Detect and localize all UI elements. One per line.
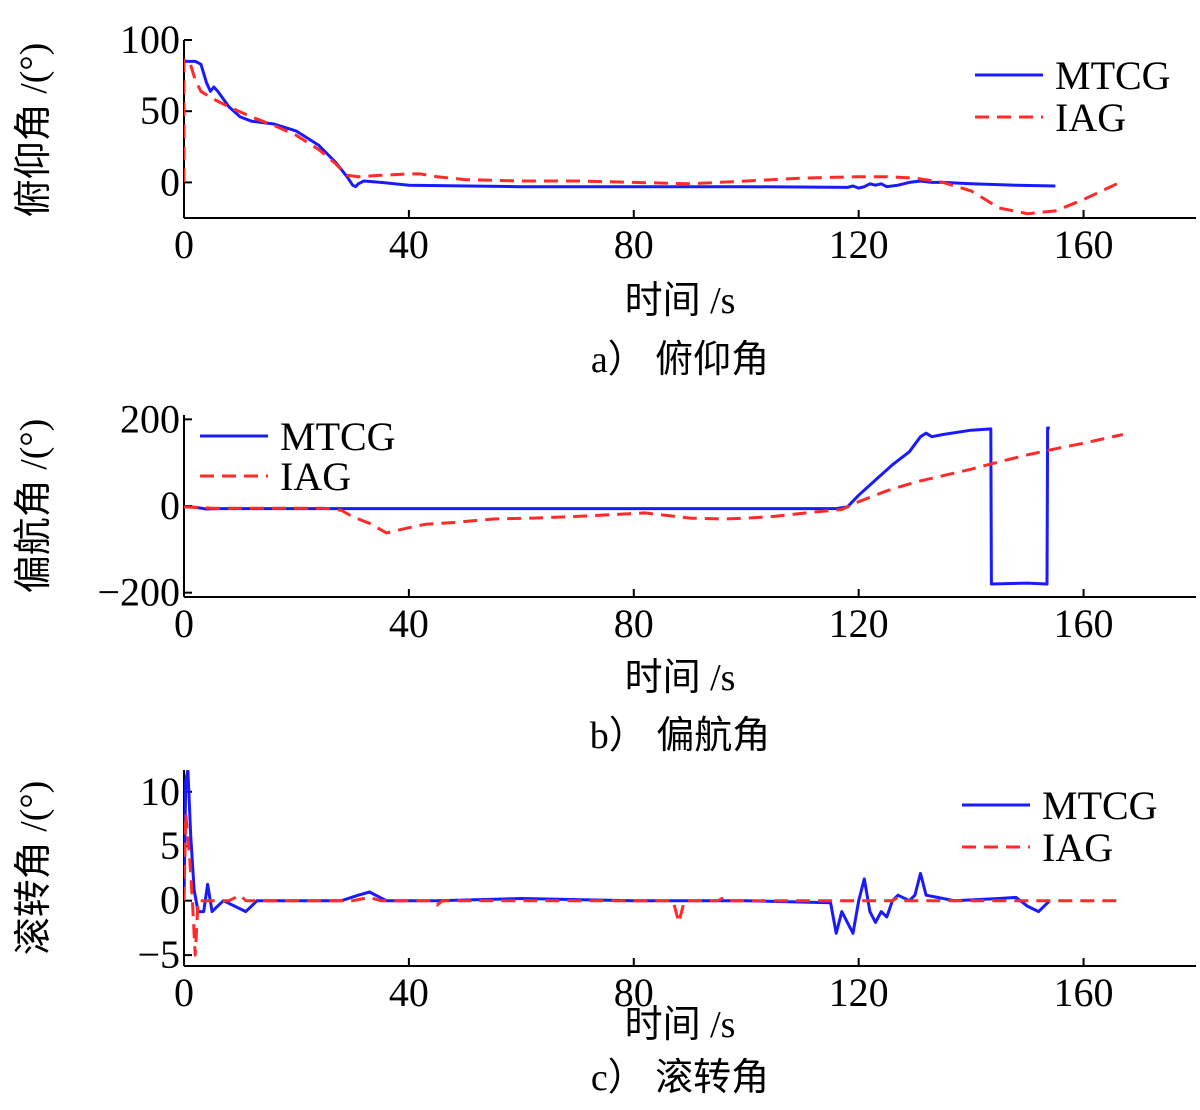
x-axis-label: 时间 /s — [625, 657, 736, 699]
y-tick-label: 10 — [140, 769, 180, 814]
x-axis-label: 时间 /s — [625, 1004, 736, 1046]
legend-label-iag: IAG — [1042, 825, 1113, 870]
x-tick-label: 120 — [829, 601, 889, 646]
x-tick-label: 80 — [614, 970, 654, 1015]
series-line-iag — [184, 433, 1124, 535]
x-tick-label: 40 — [389, 222, 429, 267]
x-tick-label: 80 — [614, 222, 654, 267]
y-tick-label: 0 — [160, 878, 180, 923]
y-tick-label: −5 — [137, 932, 180, 977]
x-tick-label: 120 — [829, 222, 889, 267]
series-line-mtcg — [184, 770, 1051, 935]
y-tick-label: 200 — [120, 396, 180, 441]
y-tick-label: 5 — [160, 823, 180, 868]
y-axis-label: 偏航角 /(°) — [13, 419, 55, 594]
chart-caption: c） 滚转角 — [591, 1057, 769, 1099]
y-tick-label: 0 — [160, 483, 180, 528]
y-tick-label: 50 — [140, 88, 180, 133]
legend-label-mtcg: MTCG — [1042, 783, 1158, 828]
x-tick-label: 80 — [614, 601, 654, 646]
x-tick-label: 40 — [389, 601, 429, 646]
legend-label-iag: IAG — [280, 454, 351, 499]
x-tick-label: 40 — [389, 970, 429, 1015]
x-tick-label: 160 — [1054, 601, 1114, 646]
y-tick-label: 100 — [120, 17, 180, 62]
legend-label-mtcg: MTCG — [1055, 53, 1171, 98]
series-line-mtcg — [184, 59, 1056, 190]
series-line-iag — [184, 58, 1124, 216]
y-axis-label: 俯仰角 /(°) — [13, 43, 55, 218]
series-line-mtcg — [184, 426, 1050, 586]
chart-caption: a） 俯仰角 — [591, 339, 769, 381]
chart-caption: b） 偏航角 — [590, 715, 771, 757]
series-line-iag — [184, 812, 1123, 957]
legend-label-mtcg: MTCG — [280, 414, 396, 459]
x-tick-label: 120 — [829, 970, 889, 1015]
x-tick-label: 160 — [1054, 222, 1114, 267]
x-tick-label: 160 — [1054, 970, 1114, 1015]
legend-label-iag: IAG — [1055, 95, 1126, 140]
y-tick-label: 0 — [160, 159, 180, 204]
x-tick-label: 0 — [174, 970, 194, 1015]
y-tick-label: −200 — [97, 570, 180, 615]
x-tick-label: 0 — [174, 222, 194, 267]
y-axis-label: 滚转角 /(°) — [13, 781, 55, 956]
x-axis-label: 时间 /s — [625, 280, 736, 322]
x-tick-label: 0 — [174, 601, 194, 646]
